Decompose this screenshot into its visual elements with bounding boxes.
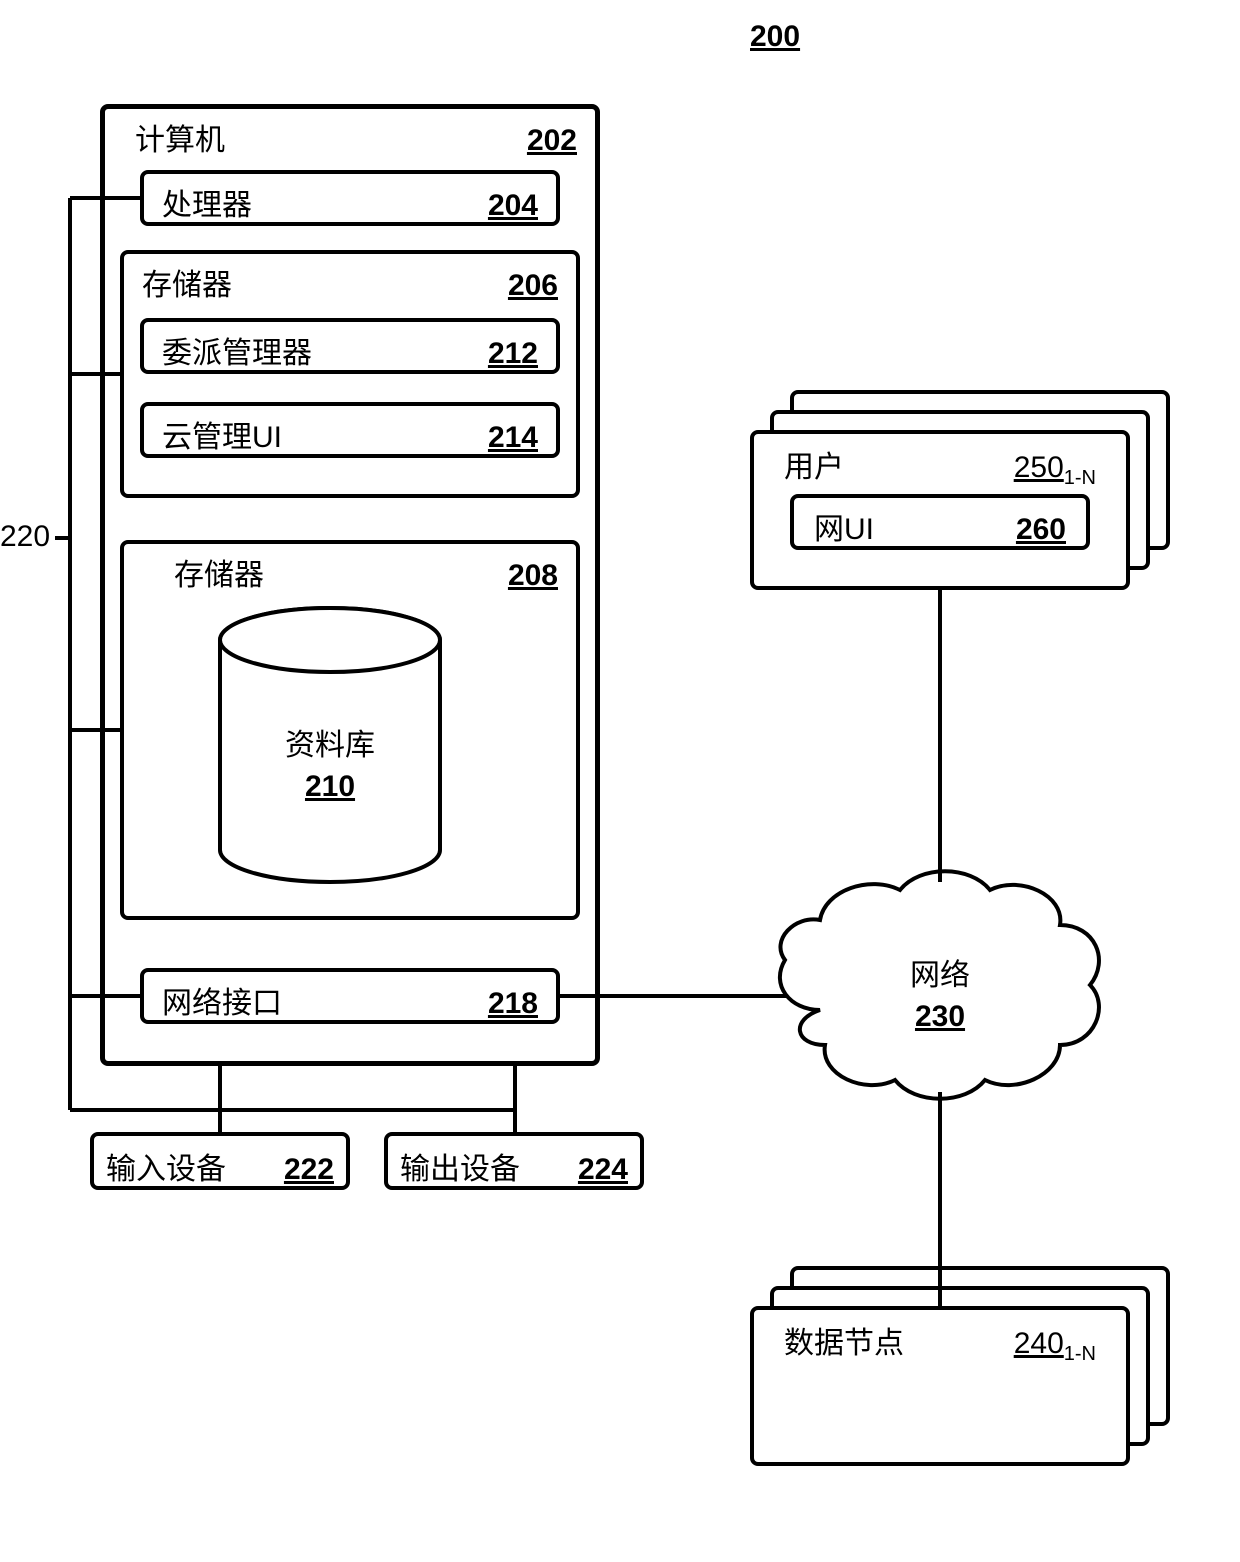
- connectors-svg: [0, 0, 1240, 1562]
- diagram-canvas: 200 220 计算机 202 处理器 204 存储器 206 委派管理器 21…: [0, 0, 1240, 1562]
